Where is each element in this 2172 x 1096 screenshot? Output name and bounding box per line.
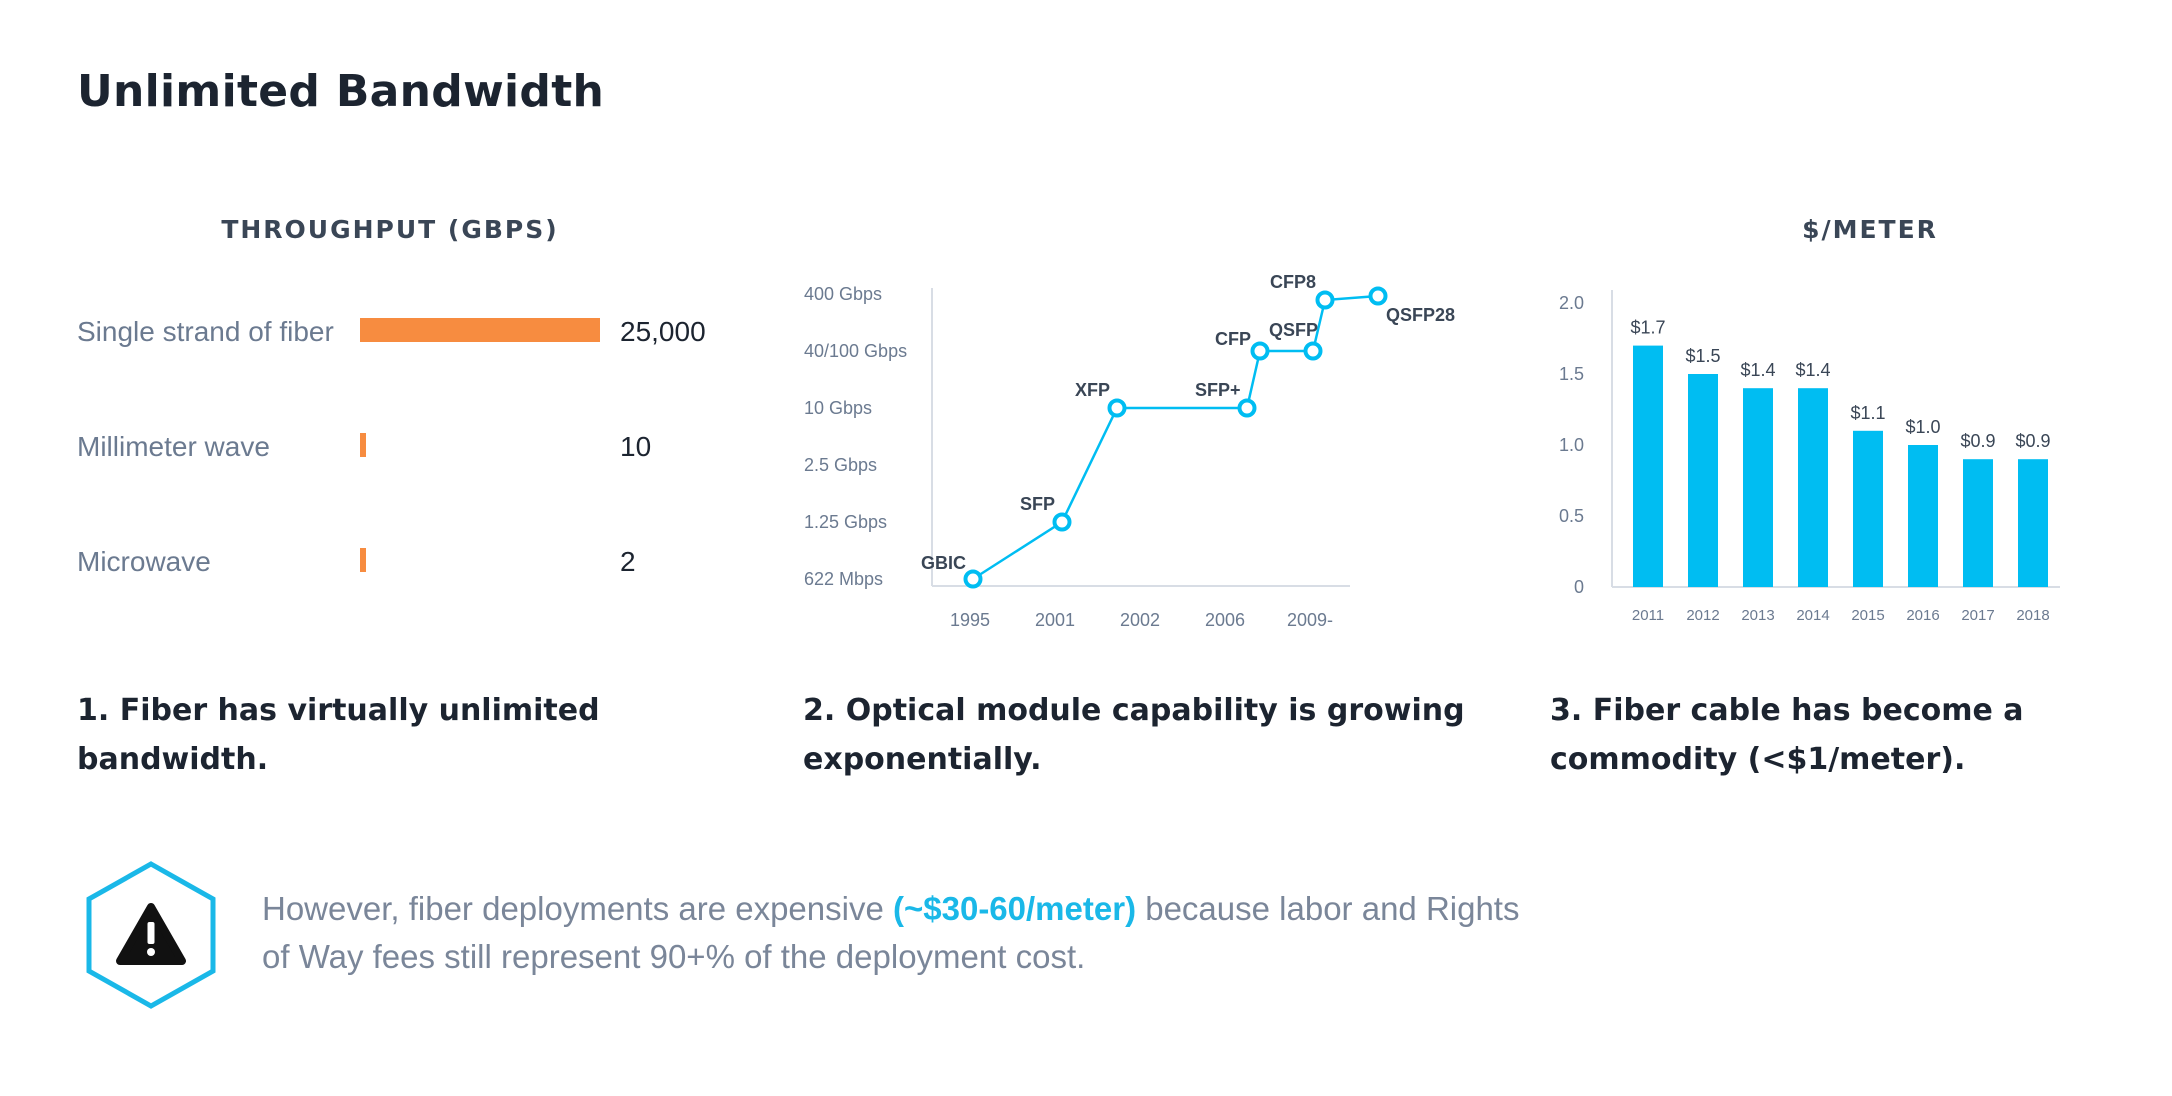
bar-2017 — [1963, 459, 1993, 587]
optics-caption: 2. Optical module capability is growing … — [803, 686, 1465, 784]
bar-2013 — [1743, 388, 1773, 587]
category-label-microwave: Microwave — [77, 546, 211, 577]
y-tick-40-100-gbps: 40/100 Gbps — [804, 341, 907, 361]
y-tick-2-0: 2.0 — [1559, 293, 1584, 313]
value-label-microwave: 2 — [620, 546, 636, 577]
optics-caption-line1: 2. Optical module capability is growing — [803, 693, 1465, 728]
bar-microwave — [360, 548, 366, 572]
point-cfp — [1250, 341, 1270, 361]
cost-caption-line1: 3. Fiber cable has become a — [1550, 693, 2024, 728]
y-tick-0-5: 0.5 — [1559, 506, 1584, 526]
point-xfp — [1107, 398, 1127, 418]
x-tick-2017: 2017 — [1961, 607, 1994, 624]
x-tick-1995: 1995 — [950, 610, 990, 630]
value-label-2018: $0.9 — [2015, 431, 2050, 451]
point-cfp8 — [1315, 290, 1335, 310]
cost-caption: 3. Fiber cable has become a commodity (<… — [1550, 686, 2024, 784]
throughput-caption: 1. Fiber has virtually unlimited bandwid… — [77, 686, 600, 784]
note-text-before: However, fiber deployments are expensive — [262, 890, 893, 927]
value-label-2011: $1.7 — [1630, 318, 1665, 338]
point-label-sfp: SFP+ — [1195, 380, 1241, 400]
value-label-2012: $1.5 — [1685, 346, 1720, 366]
value-label-2013: $1.4 — [1740, 360, 1775, 380]
point-label-sfp: SFP — [1020, 494, 1055, 514]
optical-module-chart: 400 Gbps 40/100 Gbps 10 Gbps 2.5 Gbps 1.25 G… — [804, 272, 1455, 630]
x-tick-2016: 2016 — [1906, 607, 1939, 624]
point-qsfp28 — [1368, 286, 1388, 306]
point-sfp — [1237, 398, 1257, 418]
cost-per-meter-chart: 2.0 1.5 1.0 0.5 0 $1.7 2011 $1.5 2012 $1.4 2013 $1.… — [1559, 290, 2060, 624]
x-tick-2014: 2014 — [1796, 607, 1829, 624]
y-tick-10-gbps: 10 Gbps — [804, 398, 872, 418]
point-qsfp — [1303, 341, 1323, 361]
throughput-caption-line1: 1. Fiber has virtually unlimited — [77, 693, 600, 728]
x-tick-2011: 2011 — [1632, 607, 1664, 624]
x-tick-2013: 2013 — [1741, 607, 1774, 624]
cost-heading: $/METER — [1802, 215, 1938, 244]
bar-2016 — [1908, 445, 1938, 587]
y-tick-400-gbps: 400 Gbps — [804, 284, 882, 304]
point-gbic — [963, 569, 983, 589]
x-tick-2015: 2015 — [1851, 607, 1884, 624]
value-label-2017: $0.9 — [1960, 431, 1995, 451]
bar-2012 — [1688, 374, 1718, 587]
optics-caption-line2: exponentially. — [803, 742, 1042, 777]
value-label-single-strand-of-fiber: 25,000 — [620, 316, 706, 347]
note-highlight: (~$30-60/meter) — [893, 890, 1137, 927]
y-tick-2-5-gbps: 2.5 Gbps — [804, 455, 877, 475]
y-tick-1-0: 1.0 — [1559, 435, 1584, 455]
value-label-millimeter-wave: 10 — [620, 431, 651, 462]
y-tick-1-5: 1.5 — [1559, 364, 1584, 384]
x-tick-2018: 2018 — [2016, 607, 2049, 624]
point-label-cfp: CFP — [1215, 329, 1251, 349]
point-label-gbic: GBIC — [921, 553, 966, 573]
page-title: Unlimited Bandwidth — [77, 66, 605, 117]
point-label-qsfp: QSFP — [1269, 320, 1318, 340]
bar-2014 — [1798, 388, 1828, 587]
bar-2018 — [2018, 459, 2048, 587]
value-label-2015: $1.1 — [1850, 403, 1885, 423]
category-label-millimeter-wave: Millimeter wave — [77, 431, 270, 462]
x-tick-2009: 2009- — [1287, 610, 1333, 630]
bar-2011 — [1633, 345, 1663, 587]
deployment-cost-note: However, fiber deployments are expensive… — [262, 885, 1552, 981]
point-label-xfp: XFP — [1075, 380, 1110, 400]
x-tick-2012: 2012 — [1686, 607, 1719, 624]
warning-icon — [86, 861, 216, 1009]
x-tick-2002: 2002 — [1120, 610, 1160, 630]
y-tick-1-25-gbps: 1.25 Gbps — [804, 512, 887, 532]
bar-2015 — [1853, 430, 1883, 587]
note-text-after: because labor and Rights of Way fees sti… — [262, 890, 1520, 975]
throughput-heading: THROUGHPUT (GBPS) — [221, 215, 559, 244]
point-sfp — [1052, 512, 1072, 532]
y-tick-0: 0 — [1574, 577, 1584, 597]
x-tick-2001: 2001 — [1035, 610, 1075, 630]
throughput-caption-line2: bandwidth. — [77, 742, 269, 777]
category-label-single-strand-of-fiber: Single strand of fiber — [77, 316, 334, 347]
x-tick-2006: 2006 — [1205, 610, 1245, 630]
value-label-2016: $1.0 — [1905, 417, 1940, 437]
y-tick-622-mbps: 622 Mbps — [804, 569, 883, 589]
point-label-cfp8: CFP8 — [1270, 272, 1316, 292]
point-label-qsfp28: QSFP28 — [1386, 305, 1455, 325]
bar-single-strand-of-fiber — [360, 318, 600, 342]
bar-millimeter-wave — [360, 433, 366, 457]
value-label-2014: $1.4 — [1795, 360, 1830, 380]
cost-caption-line2: commodity (<$1/meter). — [1550, 742, 1966, 777]
throughput-chart: Single strand of fiber 25,000 Millimeter w… — [77, 316, 706, 577]
